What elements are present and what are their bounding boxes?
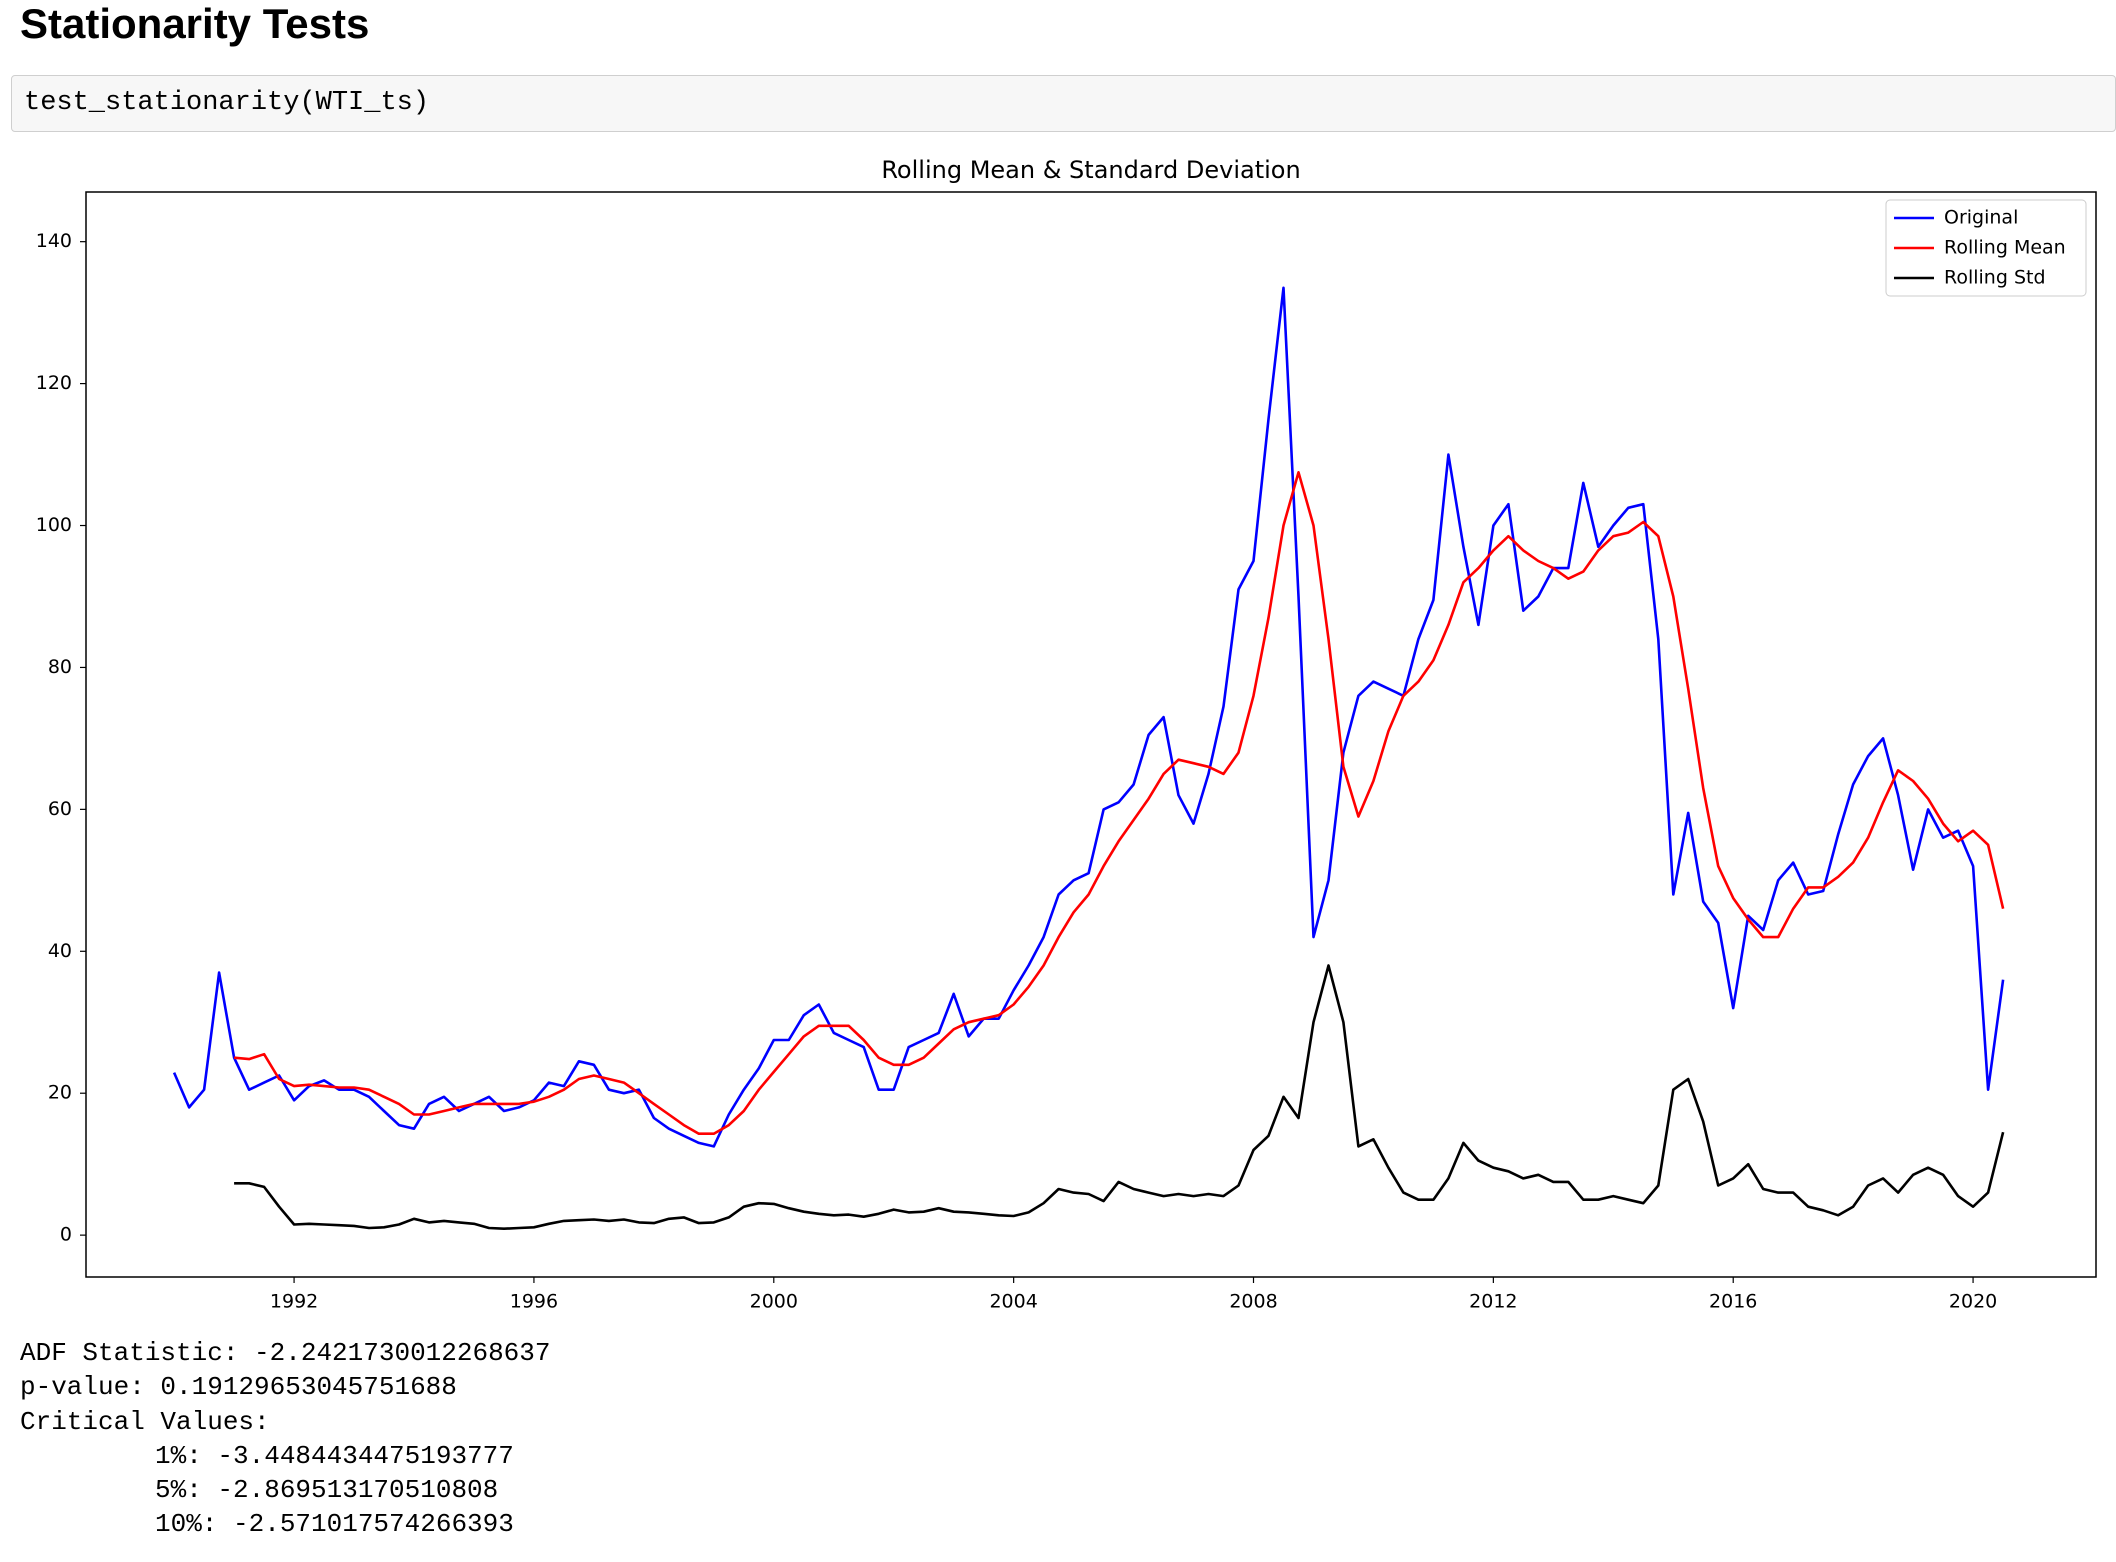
y-tick-label: 100	[36, 514, 72, 536]
section-heading: Stationarity Tests	[20, 0, 370, 47]
legend: Original Rolling Mean Rolling Std	[1885, 199, 2087, 297]
chart-title: Rolling Mean & Standard Deviation	[881, 156, 1300, 184]
x-tick-label: 2004	[989, 1291, 1037, 1313]
y-tick-label: 120	[36, 372, 72, 394]
output-line: Critical Values:	[20, 1406, 270, 1437]
y-tick-label: 20	[48, 1082, 72, 1104]
output-line: 1%: -3.4484434475193777	[155, 1440, 514, 1471]
chart: Rolling Mean & Standard Deviation 0 20 40 6…	[36, 156, 2097, 1313]
output-line: 5%: -2.869513170510808	[155, 1475, 499, 1506]
x-tick-label: 1992	[270, 1291, 318, 1313]
legend-label: Original	[1944, 207, 2018, 229]
output: ADF Statistic: -2.2421730012268637 p-valu…	[20, 1336, 551, 1542]
output-line: 10%: -2.571017574266393	[155, 1509, 514, 1540]
plot-frame	[85, 191, 2097, 1278]
y-tick-label: 80	[48, 656, 72, 678]
legend-label: Rolling Mean	[1944, 237, 2066, 259]
output-line: ADF Statistic: -2.2421730012268637	[20, 1338, 551, 1368]
legend-box	[1885, 199, 2087, 297]
x-tick-label: 2020	[1949, 1291, 1997, 1313]
y-tick-label: 0	[60, 1224, 72, 1246]
series-line	[234, 964, 2005, 1230]
x-tick-label: 2008	[1229, 1291, 1277, 1313]
series-line	[233, 471, 2005, 1135]
code-cell[interactable]: test_stationarity(WTI_ts)	[11, 75, 2116, 132]
legend-label: Rolling Std	[1944, 267, 2046, 289]
x-tick-label: 1996	[510, 1291, 558, 1313]
output-line: p-value: 0.19129653045751688	[20, 1372, 457, 1403]
y-tick-label: 40	[48, 940, 72, 962]
x-tick-label: 2012	[1469, 1291, 1517, 1313]
series-line	[172, 286, 2005, 1148]
x-tick-label: 2016	[1709, 1291, 1757, 1313]
y-tick-label: 60	[48, 798, 72, 820]
y-tick-label: 140	[36, 230, 72, 252]
x-tick-label: 2000	[750, 1291, 798, 1313]
